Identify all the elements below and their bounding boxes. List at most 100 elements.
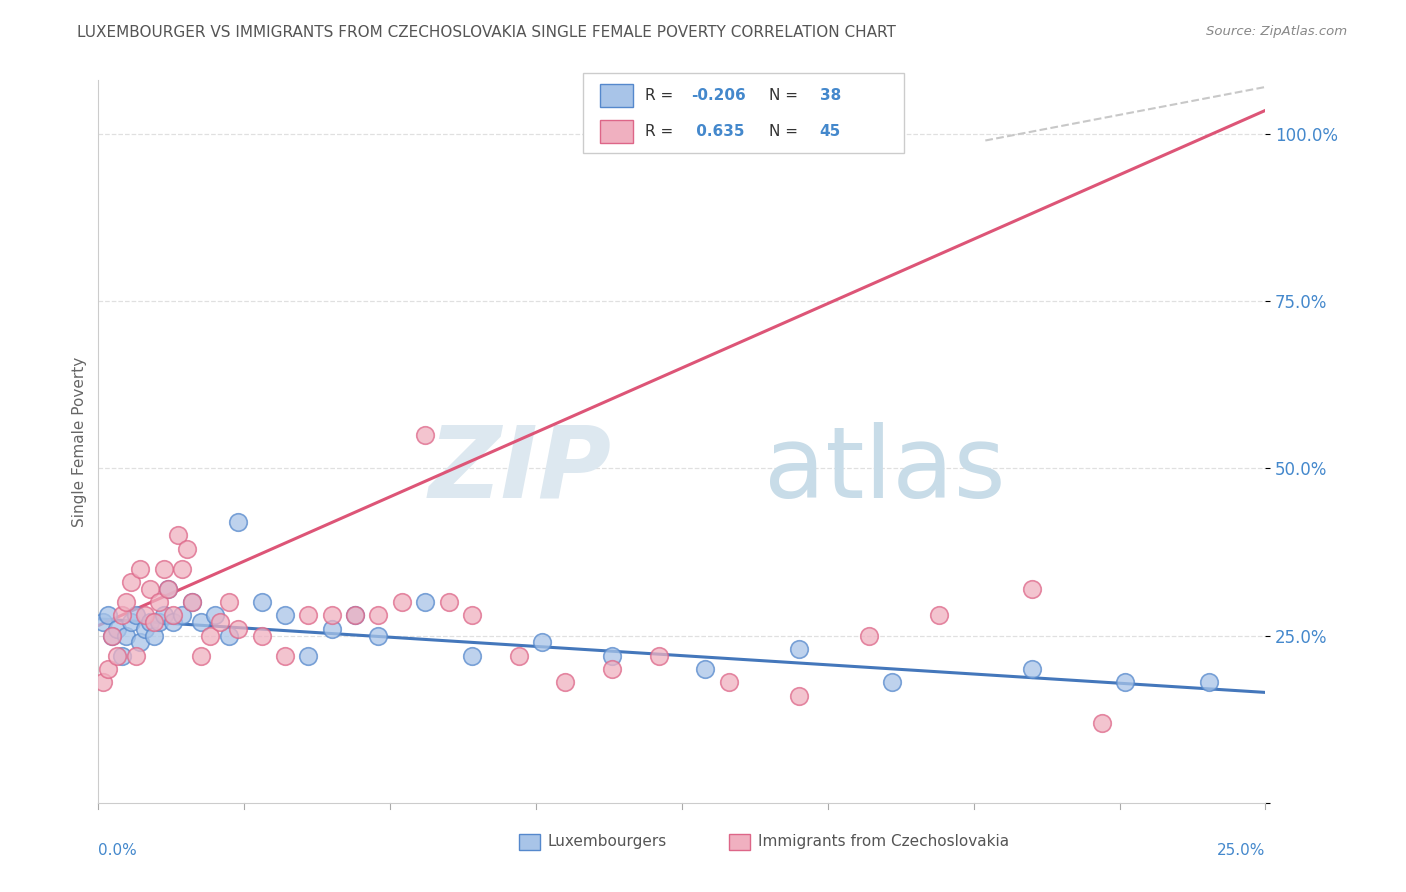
Point — [461, 608, 484, 623]
Point — [129, 635, 152, 649]
Text: 38: 38 — [820, 88, 841, 103]
Text: N =: N = — [769, 88, 803, 103]
Point — [101, 628, 124, 642]
Point — [139, 615, 162, 630]
Point — [180, 595, 202, 609]
Point — [1021, 662, 1043, 676]
Point — [157, 582, 180, 596]
Point — [391, 595, 413, 609]
Point — [437, 595, 460, 609]
Point — [190, 648, 212, 663]
Point — [166, 528, 188, 542]
Point — [105, 648, 128, 663]
Bar — [519, 834, 540, 850]
Point — [172, 562, 194, 576]
Point — [274, 608, 297, 623]
Point — [274, 648, 297, 663]
Text: Luxembourgers: Luxembourgers — [548, 834, 666, 849]
Point — [125, 648, 148, 663]
Point — [413, 595, 436, 609]
Point — [111, 608, 134, 623]
Point — [367, 628, 389, 642]
Point — [554, 675, 576, 690]
Point — [134, 622, 156, 636]
Point — [143, 615, 166, 630]
Point — [91, 675, 114, 690]
Point — [111, 648, 134, 663]
Point — [180, 595, 202, 609]
Point — [1021, 582, 1043, 596]
Point — [600, 648, 623, 663]
Point — [1091, 715, 1114, 730]
Point — [120, 575, 142, 590]
Text: LUXEMBOURGER VS IMMIGRANTS FROM CZECHOSLOVAKIA SINGLE FEMALE POVERTY CORRELATION: LUXEMBOURGER VS IMMIGRANTS FROM CZECHOSL… — [77, 25, 896, 40]
Point — [152, 608, 174, 623]
Point — [139, 582, 162, 596]
Point — [200, 628, 222, 642]
Point — [344, 608, 367, 623]
Point — [134, 608, 156, 623]
Point — [162, 615, 184, 630]
Point — [115, 595, 138, 609]
Point — [120, 615, 142, 630]
Point — [143, 628, 166, 642]
Text: R =: R = — [644, 88, 678, 103]
Point — [321, 622, 343, 636]
Point — [129, 562, 152, 576]
Text: ZIP: ZIP — [429, 422, 612, 519]
Text: 0.635: 0.635 — [692, 124, 745, 139]
Point — [190, 615, 212, 630]
Point — [880, 675, 903, 690]
Point — [297, 648, 319, 663]
Point — [695, 662, 717, 676]
Point — [105, 622, 128, 636]
Y-axis label: Single Female Poverty: Single Female Poverty — [72, 357, 87, 526]
Point — [250, 595, 273, 609]
Point — [115, 628, 138, 642]
Point — [125, 608, 148, 623]
Bar — [728, 834, 749, 850]
Text: Immigrants from Czechoslovakia: Immigrants from Czechoslovakia — [758, 834, 1010, 849]
Text: 25.0%: 25.0% — [1218, 843, 1265, 857]
Point — [858, 628, 880, 642]
Point — [787, 642, 810, 657]
Point — [97, 662, 120, 676]
Point — [208, 615, 231, 630]
Point — [717, 675, 740, 690]
Point — [152, 562, 174, 576]
FancyBboxPatch shape — [582, 73, 904, 153]
Point — [1198, 675, 1220, 690]
Point — [97, 608, 120, 623]
Point — [508, 648, 530, 663]
Point — [297, 608, 319, 623]
Text: 45: 45 — [820, 124, 841, 139]
Point — [250, 628, 273, 642]
Bar — [600, 120, 633, 143]
Point — [228, 515, 250, 529]
Point — [344, 608, 367, 623]
Point — [647, 648, 669, 663]
Text: 0.0%: 0.0% — [98, 843, 138, 857]
Point — [321, 608, 343, 623]
Text: atlas: atlas — [763, 422, 1005, 519]
Point — [600, 662, 623, 676]
Point — [176, 541, 198, 556]
Bar — [600, 84, 633, 107]
Point — [413, 427, 436, 442]
Point — [1114, 675, 1136, 690]
Point — [218, 595, 240, 609]
Point — [91, 615, 114, 630]
Point — [148, 615, 170, 630]
Text: R =: R = — [644, 124, 678, 139]
Point — [928, 608, 950, 623]
Point — [101, 628, 124, 642]
Text: Source: ZipAtlas.com: Source: ZipAtlas.com — [1206, 25, 1347, 38]
Point — [367, 608, 389, 623]
Point — [787, 689, 810, 703]
Point — [162, 608, 184, 623]
Point — [218, 628, 240, 642]
Point — [228, 622, 250, 636]
Text: -0.206: -0.206 — [692, 88, 747, 103]
Point — [530, 635, 553, 649]
Point — [204, 608, 226, 623]
